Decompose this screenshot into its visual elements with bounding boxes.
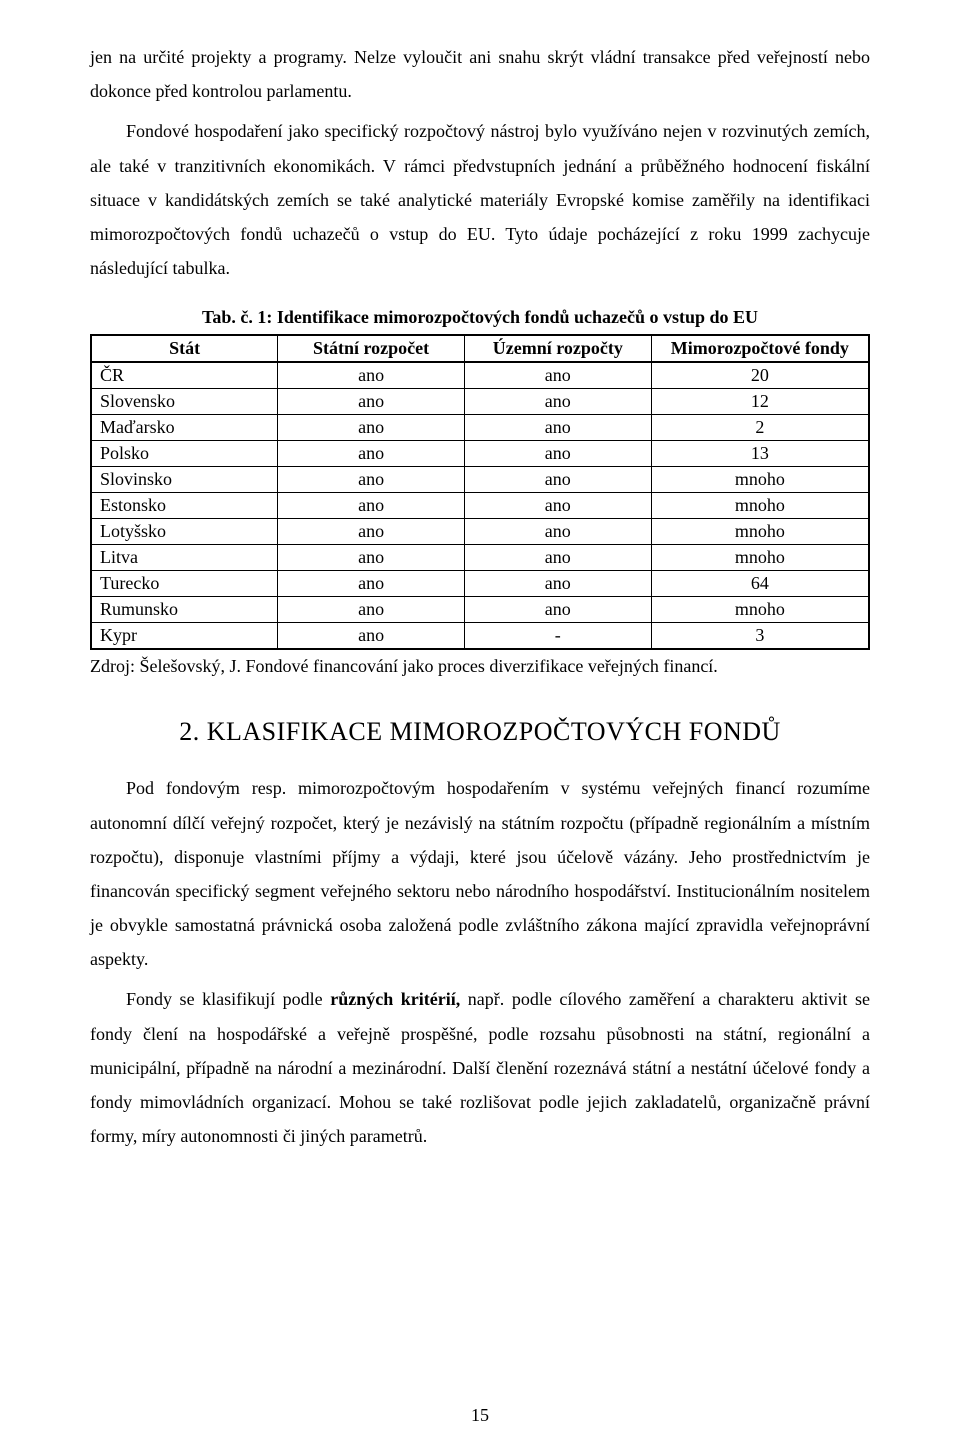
- cell-state: Slovensko: [91, 389, 278, 415]
- cell-funds: mnoho: [651, 467, 869, 493]
- cell-tb: ano: [464, 597, 651, 623]
- col-header-state-budget: Státní rozpočet: [278, 335, 465, 362]
- table-row: Slovinsko ano ano mnoho: [91, 467, 869, 493]
- cell-tb: ano: [464, 545, 651, 571]
- cell-sb: ano: [278, 441, 465, 467]
- paragraph-2: Fondové hospodaření jako specifický rozp…: [90, 114, 870, 285]
- cell-state: Turecko: [91, 571, 278, 597]
- cell-sb: ano: [278, 597, 465, 623]
- cell-funds: mnoho: [651, 493, 869, 519]
- table-header-row: Stát Státní rozpočet Územní rozpočty Mim…: [91, 335, 869, 362]
- table-row: Litva ano ano mnoho: [91, 545, 869, 571]
- table-source: Zdroj: Šelešovský, J. Fondové financován…: [90, 656, 870, 677]
- table-row: Slovensko ano ano 12: [91, 389, 869, 415]
- paragraph-3: Pod fondovým resp. mimorozpočtovým hospo…: [90, 771, 870, 976]
- cell-tb: ano: [464, 493, 651, 519]
- cell-tb: ano: [464, 571, 651, 597]
- cell-sb: ano: [278, 623, 465, 650]
- table-row: Rumunsko ano ano mnoho: [91, 597, 869, 623]
- cell-state: Lotyšsko: [91, 519, 278, 545]
- cell-tb: ano: [464, 519, 651, 545]
- cell-sb: ano: [278, 389, 465, 415]
- cell-sb: ano: [278, 519, 465, 545]
- cell-tb: ano: [464, 362, 651, 389]
- cell-funds: mnoho: [651, 519, 869, 545]
- cell-tb: ano: [464, 441, 651, 467]
- table-row: Polsko ano ano 13: [91, 441, 869, 467]
- cell-state: Estonsko: [91, 493, 278, 519]
- section-heading-2: 2. KLASIFIKACE MIMOROZPOČTOVÝCH FONDŮ: [90, 717, 870, 747]
- cell-sb: ano: [278, 571, 465, 597]
- cell-funds: mnoho: [651, 597, 869, 623]
- cell-sb: ano: [278, 545, 465, 571]
- funds-table: Stát Státní rozpočet Územní rozpočty Mim…: [90, 334, 870, 650]
- col-header-extra-budget-funds: Mimorozpočtové fondy: [651, 335, 869, 362]
- table-row: Kypr ano - 3: [91, 623, 869, 650]
- para4-bold: různých kritérií,: [330, 989, 460, 1009]
- cell-funds: 64: [651, 571, 869, 597]
- table-row: Estonsko ano ano mnoho: [91, 493, 869, 519]
- cell-state: Slovinsko: [91, 467, 278, 493]
- cell-sb: ano: [278, 467, 465, 493]
- col-header-territorial-budgets: Územní rozpočty: [464, 335, 651, 362]
- cell-state: Rumunsko: [91, 597, 278, 623]
- cell-sb: ano: [278, 362, 465, 389]
- paragraph-4: Fondy se klasifikují podle různých krité…: [90, 982, 870, 1153]
- para4-pre: Fondy se klasifikují podle: [126, 989, 330, 1009]
- cell-funds: 2: [651, 415, 869, 441]
- cell-tb: ano: [464, 389, 651, 415]
- cell-sb: ano: [278, 415, 465, 441]
- table-row: ČR ano ano 20: [91, 362, 869, 389]
- cell-state: Litva: [91, 545, 278, 571]
- cell-state: Polsko: [91, 441, 278, 467]
- paragraph-1: jen na určité projekty a programy. Nelze…: [90, 40, 870, 108]
- cell-funds: mnoho: [651, 545, 869, 571]
- cell-state: ČR: [91, 362, 278, 389]
- col-header-state: Stát: [91, 335, 278, 362]
- cell-funds: 3: [651, 623, 869, 650]
- cell-funds: 20: [651, 362, 869, 389]
- para4-post: např. podle cílového zaměření a charakte…: [90, 989, 870, 1146]
- table-row: Lotyšsko ano ano mnoho: [91, 519, 869, 545]
- page-number: 15: [0, 1405, 960, 1426]
- cell-tb: ano: [464, 415, 651, 441]
- table-row: Maďarsko ano ano 2: [91, 415, 869, 441]
- cell-sb: ano: [278, 493, 465, 519]
- cell-tb: ano: [464, 467, 651, 493]
- cell-state: Maďarsko: [91, 415, 278, 441]
- cell-tb: -: [464, 623, 651, 650]
- cell-funds: 13: [651, 441, 869, 467]
- table-row: Turecko ano ano 64: [91, 571, 869, 597]
- cell-state: Kypr: [91, 623, 278, 650]
- cell-funds: 12: [651, 389, 869, 415]
- table-caption: Tab. č. 1: Identifikace mimorozpočtových…: [90, 307, 870, 328]
